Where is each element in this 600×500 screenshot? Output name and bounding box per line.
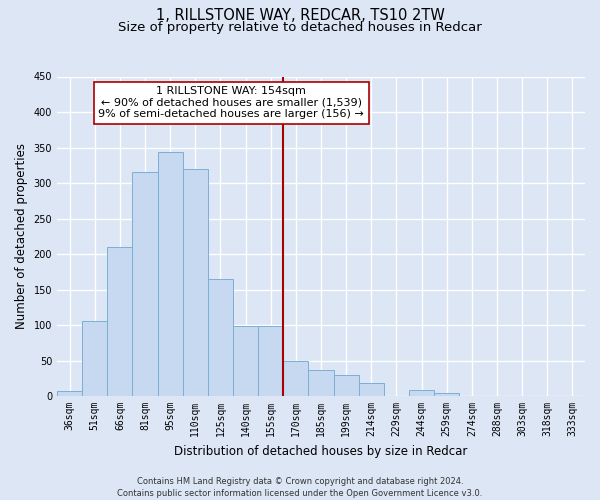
- Bar: [334, 376, 359, 396]
- Bar: [434, 392, 459, 396]
- Text: Size of property relative to detached houses in Redcar: Size of property relative to detached ho…: [118, 21, 482, 34]
- Bar: [308, 370, 334, 396]
- Bar: [133, 172, 158, 396]
- Text: 1 RILLSTONE WAY: 154sqm
← 90% of detached houses are smaller (1,539)
9% of semi-: 1 RILLSTONE WAY: 154sqm ← 90% of detache…: [98, 86, 364, 120]
- Bar: [82, 322, 107, 396]
- Bar: [57, 391, 82, 396]
- Bar: [158, 152, 183, 396]
- Bar: [233, 326, 258, 396]
- Bar: [359, 384, 384, 396]
- Bar: [183, 169, 208, 396]
- Text: Contains HM Land Registry data © Crown copyright and database right 2024.
Contai: Contains HM Land Registry data © Crown c…: [118, 476, 482, 498]
- Bar: [208, 279, 233, 396]
- X-axis label: Distribution of detached houses by size in Redcar: Distribution of detached houses by size …: [175, 444, 468, 458]
- Bar: [283, 360, 308, 396]
- Bar: [409, 390, 434, 396]
- Y-axis label: Number of detached properties: Number of detached properties: [15, 144, 28, 330]
- Bar: [258, 326, 283, 396]
- Bar: [107, 247, 133, 396]
- Text: 1, RILLSTONE WAY, REDCAR, TS10 2TW: 1, RILLSTONE WAY, REDCAR, TS10 2TW: [155, 8, 445, 22]
